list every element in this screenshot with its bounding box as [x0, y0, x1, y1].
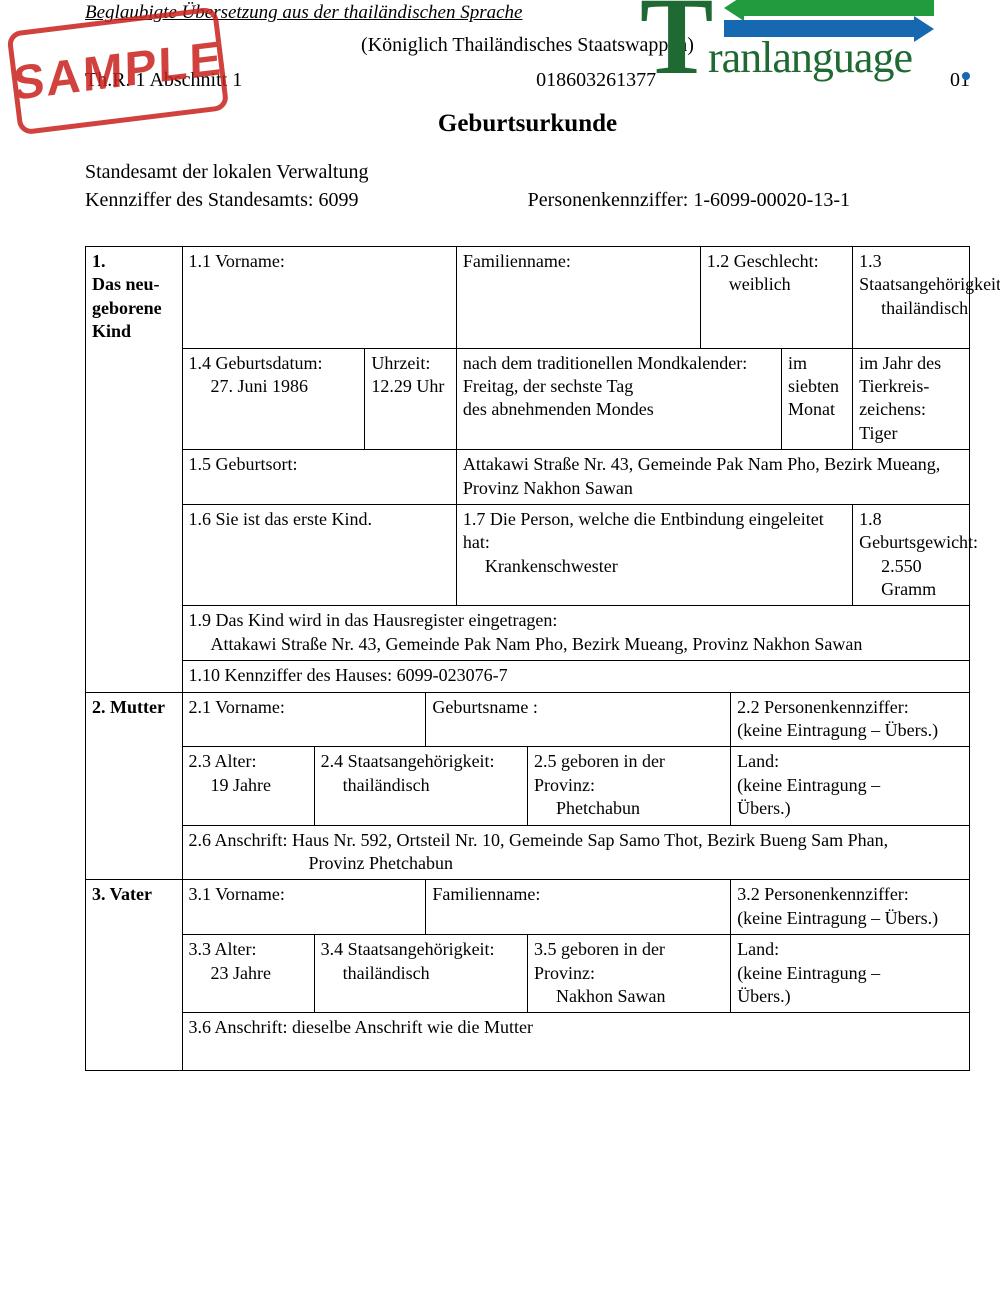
field-1-10-hauskennziffer: 1.10 Kennziffer des Hauses: 6099-023076-…: [182, 661, 969, 692]
field-2-6-anschrift: 2.6 Anschrift: Haus Nr. 592, Ortsteil Nr…: [182, 825, 969, 880]
field-1-9-hausregister: 1.9 Das Kind wird in das Hausregister ei…: [182, 606, 969, 661]
field-2-5-land: Land: (keine Eintragung – Übers.): [731, 747, 970, 825]
field-2-1-vorname: 2.1 Vorname:: [182, 692, 426, 747]
field-3-5-geboren-provinz: 3.5 geboren in der Provinz: Nakhon Sawan: [527, 935, 730, 1013]
brand-logo: T ranlanguage: [640, 0, 970, 94]
field-1-2-geschlecht: 1.2 Geschlecht: weiblich: [700, 247, 852, 349]
logo-letter-t: T: [640, 0, 713, 80]
field-1-7-entbindung: 1.7 Die Person, welche die Entbindung ei…: [456, 504, 852, 606]
field-3-2-personenkennziffer: 3.2 Personenkennziffer: (keine Eintragun…: [731, 880, 970, 935]
field-1-5-geburtsort-value: Attakawi Straße Nr. 43, Gemeinde Pak Nam…: [456, 450, 969, 505]
field-1-4-tierkreis: im Jahr des Tierkreis- zeichens: Tiger: [853, 348, 970, 450]
field-2-5-geboren-provinz: 2.5 geboren in der Provinz: Phetchabun: [527, 747, 730, 825]
field-1-8-geburtsgewicht: 1.8 Geburtsgewicht: 2.550 Gramm: [853, 504, 970, 606]
logo-dot-icon: [962, 72, 970, 80]
field-2-3-alter: 2.3 Alter: 19 Jahre: [182, 747, 314, 825]
field-3-3-alter: 3.3 Alter: 23 Jahre: [182, 935, 314, 1013]
field-3-6-anschrift: 3.6 Anschrift: dieselbe Anschrift wie di…: [182, 1013, 969, 1070]
section-child-table: 1. Das neu- geborene Kind 1.1 Vorname: F…: [85, 246, 970, 693]
field-1-1-vorname: 1.1 Vorname:: [182, 247, 456, 349]
section-father-table: 3. Vater 3.1 Vorname: Familienname: 3.2 …: [85, 879, 970, 1070]
logo-arrow-left-icon: [724, 0, 934, 16]
field-3-1-vorname: 3.1 Vorname:: [182, 880, 426, 935]
section-3-label: 3. Vater: [86, 880, 183, 1070]
field-3-1-familienname: Familienname:: [426, 880, 731, 935]
section-2-label: 2. Mutter: [86, 692, 183, 880]
registry-office-line1: Standesamt der lokalen Verwaltung: [85, 158, 970, 186]
document-title: Geburtsurkunde: [85, 110, 970, 138]
field-1-6-erstes-kind: 1.6 Sie ist das erste Kind.: [182, 504, 456, 606]
logo-text: ranlanguage: [708, 32, 912, 83]
registry-office-code: Kennziffer des Standesamts: 6099: [85, 186, 358, 214]
page: T ranlanguage SAMPLE Beglaubigte Überset…: [0, 2, 1000, 1111]
form-id-center: 018603261377: [536, 69, 656, 92]
field-1-3-nationalitaet: 1.3 Staatsangehörigkeit: thailändisch: [853, 247, 970, 349]
field-1-4-geburtsdatum: 1.4 Geburtsdatum: 27. Juni 1986: [182, 348, 365, 450]
field-1-4-monat: im siebten Monat: [781, 348, 852, 450]
field-1-4-mondkalender: nach dem traditionellen Mondkalender: Fr…: [456, 348, 781, 450]
field-1-1-familienname: Familienname:: [456, 247, 700, 349]
field-2-1-geburtsname: Geburtsname :: [426, 692, 731, 747]
registry-office-block: Standesamt der lokalen Verwaltung Kennzi…: [85, 158, 970, 214]
field-3-4-nationalitaet: 3.4 Staatsangehörigkeit: thailändisch: [314, 935, 527, 1013]
section-mother-table: 2. Mutter 2.1 Vorname: Geburtsname : 2.2…: [85, 692, 970, 881]
personal-id-number: Personenkennziffer: 1-6099-00020-13-1: [528, 186, 970, 214]
field-1-5-geburtsort-label: 1.5 Geburtsort:: [182, 450, 456, 505]
field-2-4-nationalitaet: 2.4 Staatsangehörigkeit: thailändisch: [314, 747, 527, 825]
form-id-left: Th.R. 1 Abschnitt 1: [85, 69, 242, 92]
section-1-label: 1. Das neu- geborene Kind: [86, 247, 183, 693]
field-2-2-personenkennziffer: 2.2 Personenkennziffer: (keine Eintragun…: [731, 692, 970, 747]
field-3-5-land: Land: (keine Eintragung – Übers.): [731, 935, 970, 1013]
field-1-4-uhrzeit: Uhrzeit: 12.29 Uhr: [365, 348, 456, 450]
